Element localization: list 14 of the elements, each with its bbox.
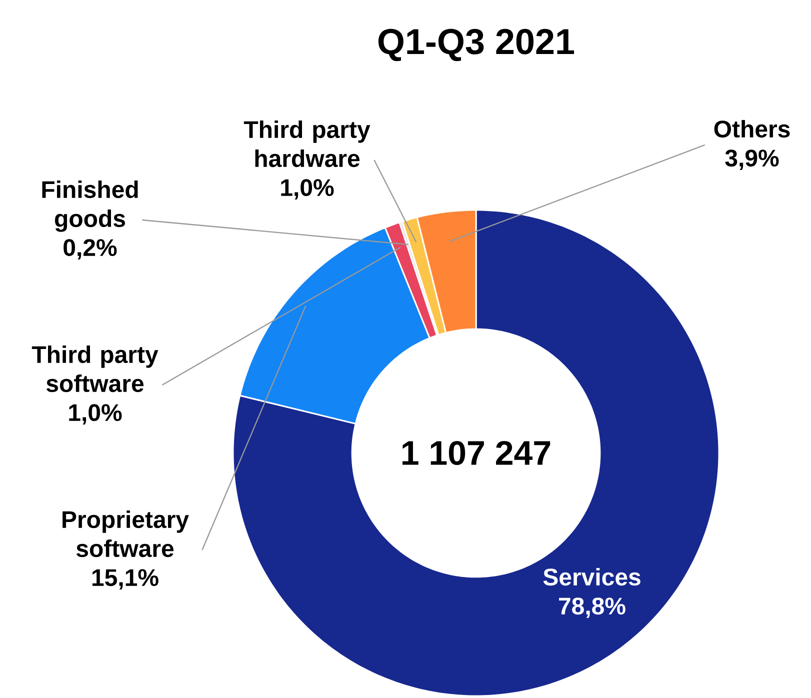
slice-label: Third party software xyxy=(32,345,158,392)
data-label: 1,0% xyxy=(281,179,334,200)
data-label: 0,2% xyxy=(64,239,117,260)
data-label: 3,9% xyxy=(725,150,779,170)
data-label: 15,1% xyxy=(92,569,158,590)
slice-label: Third party hardware xyxy=(244,120,370,168)
slice-label: Proprietary software xyxy=(62,510,189,558)
slice-label: Finished goods xyxy=(42,180,138,232)
slice-label: Services xyxy=(543,568,640,586)
slice-label: Others xyxy=(714,120,790,138)
text: 1 107 247 xyxy=(402,440,550,466)
data-label: 78,8% xyxy=(559,598,626,618)
data-label: 1,0% xyxy=(69,404,122,425)
chart-title: Q1-Q3 2021 xyxy=(378,28,574,62)
